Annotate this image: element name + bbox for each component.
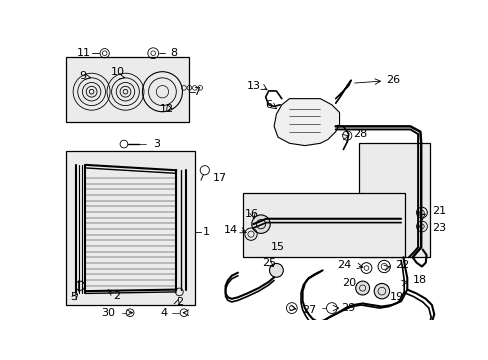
Text: 1: 1 xyxy=(202,227,209,237)
Text: 3: 3 xyxy=(153,139,160,149)
Text: 24: 24 xyxy=(336,260,350,270)
Circle shape xyxy=(373,283,389,299)
Text: 20: 20 xyxy=(342,278,356,288)
Text: 2: 2 xyxy=(112,291,120,301)
Text: 23: 23 xyxy=(431,223,445,233)
Bar xyxy=(358,143,429,257)
Text: 14: 14 xyxy=(224,225,238,235)
Text: 15: 15 xyxy=(270,242,285,252)
Text: 17: 17 xyxy=(213,173,227,183)
Text: 25: 25 xyxy=(261,258,275,267)
Text: 28: 28 xyxy=(353,129,367,139)
Text: 4: 4 xyxy=(161,308,167,318)
Text: 22: 22 xyxy=(394,260,408,270)
Polygon shape xyxy=(274,99,339,145)
Circle shape xyxy=(355,281,369,295)
Bar xyxy=(66,151,194,305)
Text: 27: 27 xyxy=(302,305,316,315)
Circle shape xyxy=(251,215,270,233)
Bar xyxy=(243,193,404,257)
Text: 16: 16 xyxy=(244,209,258,219)
Text: 2: 2 xyxy=(176,297,183,307)
Bar xyxy=(66,57,189,122)
Text: 9: 9 xyxy=(80,71,86,81)
Text: 13: 13 xyxy=(246,81,261,91)
Text: 8: 8 xyxy=(170,48,177,58)
Text: 30: 30 xyxy=(101,308,115,318)
Text: 5: 5 xyxy=(70,292,77,302)
Circle shape xyxy=(269,264,283,277)
Text: 11: 11 xyxy=(77,48,91,58)
Text: 19: 19 xyxy=(389,292,403,302)
Text: 6: 6 xyxy=(264,100,271,110)
Text: 26: 26 xyxy=(385,75,399,85)
Text: 21: 21 xyxy=(431,206,445,216)
Text: 18: 18 xyxy=(412,275,426,285)
Text: 10: 10 xyxy=(111,67,124,77)
Text: 12: 12 xyxy=(160,104,174,114)
Text: 29: 29 xyxy=(341,303,355,313)
Text: 7: 7 xyxy=(193,87,200,97)
